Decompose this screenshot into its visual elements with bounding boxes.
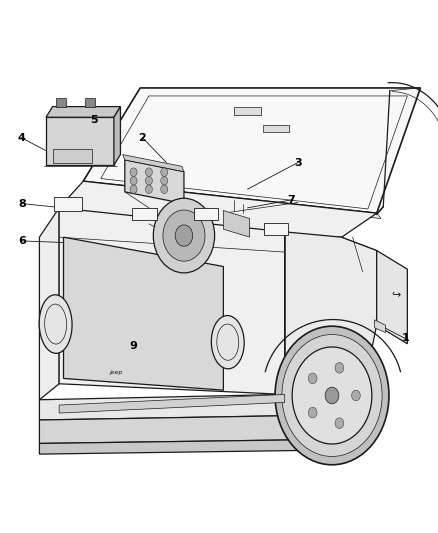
Polygon shape (123, 155, 184, 172)
Polygon shape (377, 251, 407, 344)
Polygon shape (39, 440, 307, 454)
Ellipse shape (211, 316, 244, 369)
Text: 3: 3 (294, 158, 302, 167)
Circle shape (153, 198, 215, 273)
Polygon shape (114, 107, 120, 165)
Circle shape (161, 168, 168, 176)
Text: 2: 2 (138, 133, 146, 142)
Polygon shape (57, 181, 377, 237)
Text: 6: 6 (18, 236, 26, 246)
Circle shape (145, 185, 152, 193)
Text: 7: 7 (287, 195, 295, 205)
Polygon shape (59, 394, 285, 413)
Polygon shape (57, 208, 59, 232)
Polygon shape (46, 107, 120, 117)
Polygon shape (125, 160, 184, 204)
Circle shape (292, 347, 372, 444)
Text: 8: 8 (18, 199, 26, 208)
Bar (85, 98, 95, 107)
Circle shape (282, 335, 382, 456)
Polygon shape (46, 117, 114, 165)
Text: 1: 1 (401, 334, 409, 343)
Ellipse shape (39, 295, 72, 353)
Circle shape (163, 210, 205, 261)
Polygon shape (223, 211, 250, 237)
Text: 9: 9 (130, 342, 138, 351)
Polygon shape (83, 88, 420, 213)
Circle shape (308, 407, 317, 418)
Circle shape (325, 387, 339, 404)
Polygon shape (234, 107, 261, 115)
Circle shape (335, 362, 344, 373)
Circle shape (275, 326, 389, 465)
Polygon shape (374, 320, 385, 333)
Circle shape (130, 185, 137, 193)
FancyBboxPatch shape (264, 223, 288, 235)
Polygon shape (263, 125, 289, 132)
Text: ↪: ↪ (391, 289, 401, 299)
Circle shape (335, 418, 344, 429)
FancyBboxPatch shape (53, 197, 82, 211)
Circle shape (130, 176, 137, 185)
Bar (53, 149, 92, 163)
Bar (56, 98, 66, 107)
Text: 5: 5 (90, 115, 98, 125)
Polygon shape (285, 232, 377, 437)
Polygon shape (39, 416, 307, 443)
Polygon shape (59, 208, 285, 394)
Circle shape (130, 168, 137, 176)
Polygon shape (39, 208, 59, 400)
Circle shape (161, 176, 168, 185)
Text: jeep: jeep (110, 369, 123, 375)
Circle shape (352, 390, 360, 401)
FancyBboxPatch shape (194, 208, 218, 220)
Polygon shape (64, 237, 223, 390)
Text: 4: 4 (17, 133, 25, 142)
Circle shape (145, 176, 152, 185)
Polygon shape (83, 181, 381, 219)
Circle shape (145, 168, 152, 176)
Circle shape (161, 185, 168, 193)
FancyBboxPatch shape (132, 208, 156, 220)
Circle shape (308, 373, 317, 384)
Polygon shape (39, 394, 285, 420)
Circle shape (175, 225, 193, 246)
